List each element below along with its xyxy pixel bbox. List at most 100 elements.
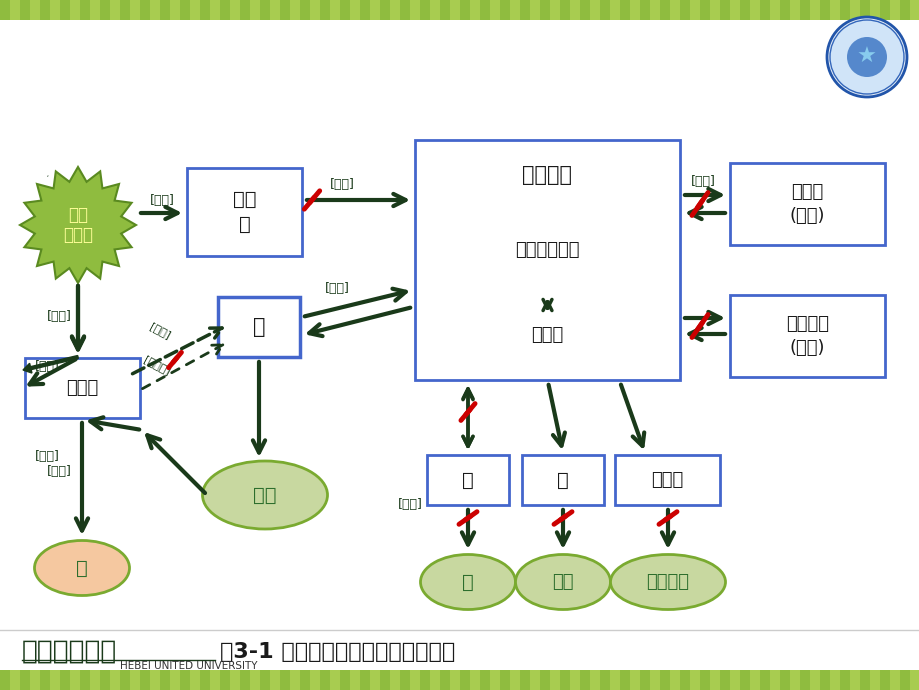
Bar [359, 0, 369, 20]
Bar [60, 0, 70, 20]
Bar [679, 0, 689, 20]
Bar [659, 670, 669, 690]
Bar [80, 670, 90, 690]
Text: [吸收]: [吸收] [148, 321, 172, 340]
Bar [0, 0, 10, 20]
Bar [509, 0, 519, 20]
Bar [130, 0, 140, 20]
Bar [720, 670, 729, 690]
Text: 化学物: 化学物 [62, 226, 93, 244]
Bar [426, 455, 508, 505]
Bar [889, 670, 899, 690]
Bar [499, 670, 509, 690]
Bar [170, 670, 180, 690]
Bar [640, 670, 650, 690]
Bar [220, 0, 230, 20]
Bar [579, 0, 589, 20]
Text: [排泄]: [排泄] [35, 450, 60, 463]
Bar [659, 0, 669, 20]
Bar [899, 670, 909, 690]
Bar [100, 670, 110, 690]
Bar [279, 670, 289, 690]
Bar [749, 0, 759, 20]
Bar [630, 0, 640, 20]
Bar [539, 0, 550, 20]
Bar [330, 670, 340, 690]
Bar [429, 0, 439, 20]
Bar [50, 670, 60, 690]
Bar [349, 670, 359, 690]
Bar [410, 670, 420, 690]
Bar [140, 670, 150, 690]
Bar [819, 670, 829, 690]
Bar [390, 0, 400, 20]
Bar [218, 297, 300, 357]
Bar [550, 670, 560, 690]
Bar [260, 670, 269, 690]
Bar [300, 670, 310, 690]
Bar [380, 0, 390, 20]
Bar [449, 670, 460, 690]
Bar [829, 670, 839, 690]
Bar [839, 0, 849, 20]
Bar [529, 670, 539, 690]
Text: 图3-1 外源化学物在体内的动态过程: 图3-1 外源化学物在体内的动态过程 [220, 642, 455, 662]
Bar [669, 0, 679, 20]
Text: 靶器官
(损害): 靶器官 (损害) [789, 184, 824, 225]
Bar [390, 670, 400, 690]
Text: [分布]: [分布] [690, 175, 715, 188]
Bar [70, 0, 80, 20]
Bar [589, 670, 599, 690]
Bar [889, 0, 899, 20]
Bar [729, 670, 739, 690]
Ellipse shape [35, 540, 130, 595]
Bar [599, 670, 609, 690]
Ellipse shape [202, 461, 327, 529]
Bar [849, 670, 859, 690]
Bar [340, 670, 349, 690]
Polygon shape [20, 167, 136, 283]
Bar [260, 0, 269, 20]
Bar [210, 0, 220, 20]
Bar [699, 670, 709, 690]
Bar [640, 0, 650, 20]
Bar [310, 670, 320, 690]
Bar [779, 670, 789, 690]
Bar [369, 670, 380, 690]
Bar [460, 0, 470, 20]
Bar [669, 670, 679, 690]
Bar [110, 670, 119, 690]
Bar [839, 670, 849, 690]
Bar [25, 358, 140, 418]
Bar [519, 0, 529, 20]
Bar [789, 670, 800, 690]
Bar [480, 0, 490, 20]
Bar [420, 0, 429, 20]
Bar [190, 670, 199, 690]
Bar [729, 295, 884, 377]
Bar [614, 455, 720, 505]
Text: 游离型: 游离型 [531, 326, 563, 344]
Bar [190, 0, 199, 20]
Bar [279, 0, 289, 20]
Bar [800, 670, 809, 690]
Bar [439, 0, 449, 20]
Bar [70, 670, 80, 690]
Bar [230, 670, 240, 690]
Bar [40, 670, 50, 690]
Text: [接触]: [接触] [47, 310, 72, 323]
Bar [490, 0, 499, 20]
Bar [400, 0, 410, 20]
Text: 器官组织
(贮存): 器官组织 (贮存) [785, 315, 828, 357]
Bar [739, 670, 749, 690]
Bar [739, 0, 749, 20]
Bar [859, 670, 869, 690]
Bar [650, 670, 659, 690]
Bar [609, 0, 619, 20]
Bar [359, 670, 369, 690]
Text: 消化道: 消化道 [66, 379, 98, 397]
Text: [排泄]: [排泄] [398, 498, 423, 511]
Bar [470, 670, 480, 690]
Bar [800, 0, 809, 20]
Bar [330, 0, 340, 20]
